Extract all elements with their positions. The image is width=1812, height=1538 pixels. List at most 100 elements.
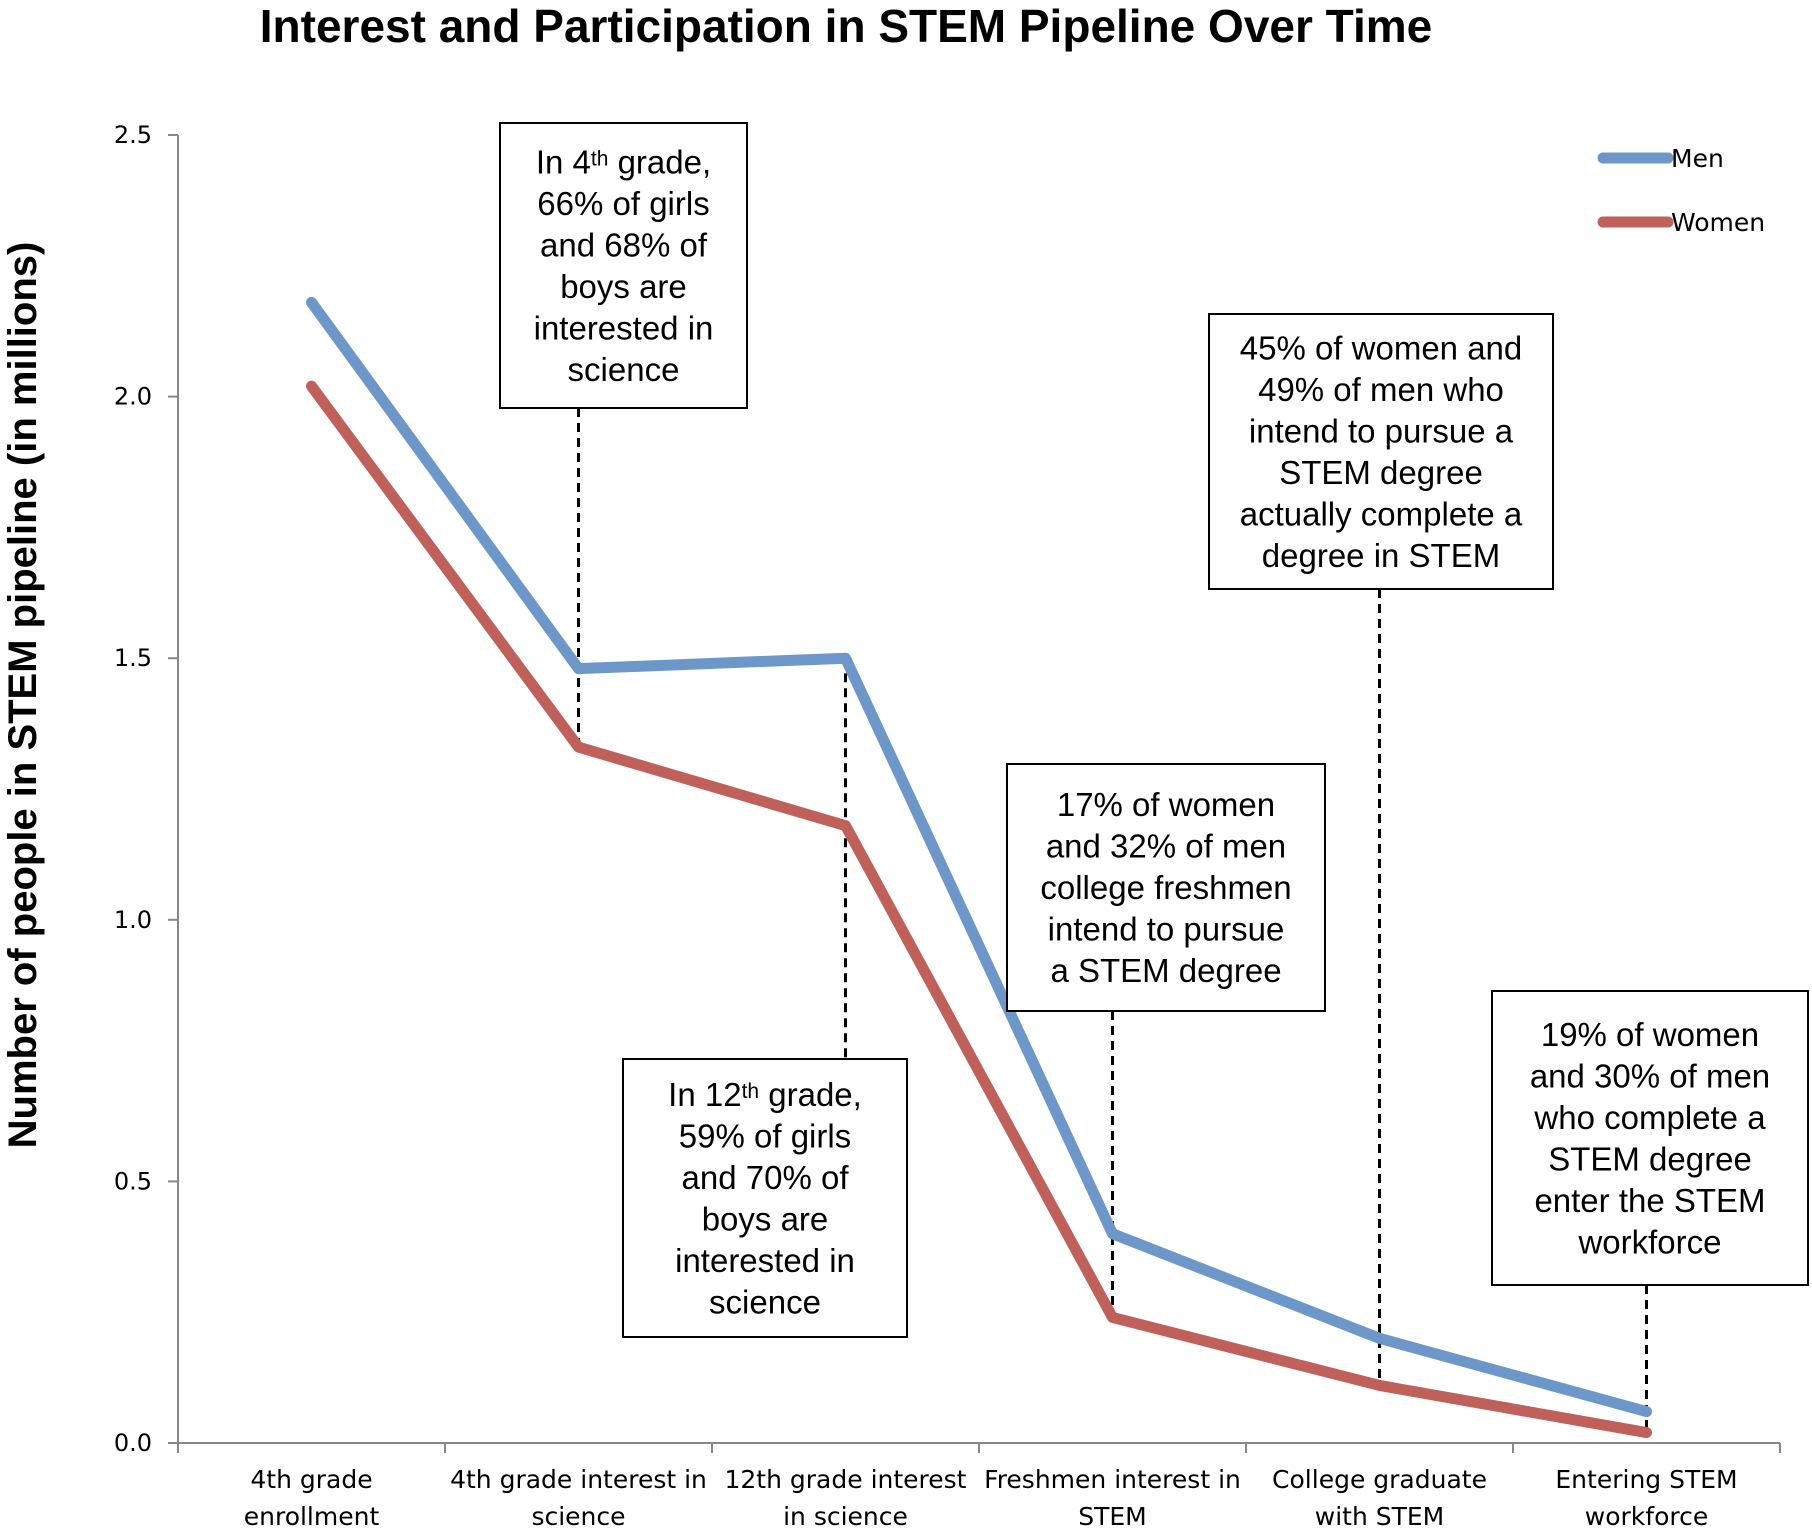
annotation-box: 19% of women and 30% of men who complete a…: [1491, 990, 1809, 1286]
annotation-text: interested in: [675, 1242, 855, 1279]
annotation-line: a STEM degree: [1050, 952, 1281, 989]
annotation-text: 19% of women: [1541, 1016, 1759, 1053]
annotation-text: 17% of women: [1057, 786, 1275, 823]
annotation-frame: [1006, 763, 1326, 1012]
x-tick-label-line: 12th grade interest: [725, 1465, 967, 1494]
annotation-text: interested in: [534, 309, 714, 346]
x-tick-label-line: Entering STEM: [1555, 1465, 1737, 1494]
annotation-text: 45% of women and: [1240, 329, 1523, 366]
y-tick-label: 2.5: [114, 121, 152, 149]
annotation-text: 59% of girls: [679, 1117, 851, 1154]
annotation-box: In 4th grade, 66% of girls and 68% of boys …: [499, 122, 748, 409]
x-tick-label-line: STEM: [1078, 1502, 1147, 1531]
annotation-text: boys are: [560, 268, 687, 305]
annotation-text: and 32% of men: [1046, 828, 1286, 865]
annotation-text: degree in STEM: [1262, 537, 1500, 574]
annotation-text: 66% of girls: [537, 185, 709, 222]
superscript: th: [591, 147, 609, 170]
y-tick-label: 1.0: [114, 906, 152, 934]
data-point-men: [1112, 1233, 1113, 1235]
y-tick-label: 2.0: [114, 383, 152, 411]
annotation-text: 49% of men who: [1258, 371, 1504, 408]
annotation-text: a STEM degree: [1050, 952, 1281, 989]
annotation-line: intend to pursue a: [1249, 412, 1514, 449]
x-tick-label: 12th grade interest in science: [725, 1465, 967, 1531]
annotation-text: science: [709, 1283, 821, 1320]
annotation-frame: [1491, 990, 1809, 1286]
x-tick-label-line: Freshmen interest in: [984, 1465, 1241, 1494]
x-tick-label-line: science: [531, 1502, 625, 1531]
annotation-box: 45% of women and 49% of men who intend to …: [1208, 313, 1554, 590]
y-axis-label: Number of people in STEM pipeline (in mi…: [1, 242, 45, 1149]
annotation-line: boys are: [702, 1200, 829, 1237]
annotation-text: science: [568, 351, 680, 388]
legend: Men Women: [1597, 144, 1765, 237]
annotation-line: boys are: [560, 268, 687, 305]
annotation-line: workforce: [1577, 1223, 1721, 1260]
x-tick-label-line: enrollment: [244, 1502, 380, 1531]
data-point-women: [311, 385, 312, 387]
annotation-text: and 30% of men: [1530, 1057, 1770, 1094]
annotation-line: and 68% of: [540, 226, 708, 263]
annotation-text: STEM degree: [1548, 1140, 1752, 1177]
annotation-line: science: [709, 1283, 821, 1320]
annotation-text: and 68% of: [540, 226, 708, 263]
x-tick-label-line: workforce: [1585, 1502, 1708, 1531]
annotation-text: actually complete a: [1240, 495, 1523, 532]
annotation-line: intend to pursue: [1048, 911, 1285, 948]
data-point-men: [578, 668, 579, 670]
annotation-line: 59% of girls: [679, 1117, 851, 1154]
data-point-men: [311, 301, 312, 303]
x-tick-label-line: with STEM: [1315, 1502, 1445, 1531]
data-point-women: [1379, 1384, 1380, 1386]
annotation-text: workforce: [1577, 1223, 1721, 1260]
annotation-text: who complete a: [1533, 1099, 1766, 1136]
annotation-line: In 12th grade,: [668, 1076, 862, 1113]
annotation-line: 49% of men who: [1258, 371, 1504, 408]
annotation-line: who complete a: [1533, 1099, 1766, 1136]
annotation-line: STEM degree: [1548, 1140, 1752, 1177]
y-tick-label: 0.5: [114, 1167, 152, 1195]
x-tick-label-line: 4th grade: [250, 1465, 372, 1494]
data-point-women: [845, 825, 846, 827]
annotation-line: interested in: [675, 1242, 855, 1279]
legend-label-women: Women: [1671, 208, 1765, 237]
annotation-frame: [622, 1058, 908, 1338]
annotation-text: STEM degree: [1279, 454, 1483, 491]
x-tick-label: Entering STEM workforce: [1555, 1465, 1737, 1531]
annotation-line: 17% of women: [1057, 786, 1275, 823]
y-tick-label: 0.0: [114, 1429, 152, 1457]
annotation-line: interested in: [534, 309, 714, 346]
annotation-text: intend to pursue: [1048, 911, 1285, 948]
annotation-text: In 4: [536, 143, 591, 180]
chart-title: Interest and Participation in STEM Pipel…: [260, 0, 1432, 52]
data-point-women: [578, 746, 579, 748]
annotation-line: college freshmen: [1040, 869, 1291, 906]
x-tick-label-line: 4th grade interest in: [450, 1465, 707, 1494]
data-point-men: [845, 657, 846, 659]
annotation-line: enter the STEM: [1534, 1182, 1765, 1219]
x-tick-label: College graduate with STEM: [1272, 1465, 1487, 1531]
annotation-box: In 12th grade, 59% of girls and 70% of boys…: [622, 1058, 908, 1338]
annotation-text: intend to pursue a: [1249, 412, 1514, 449]
data-point-women: [1646, 1432, 1647, 1434]
series-line-women: [306, 380, 1652, 1439]
annotation-text: enter the STEM: [1534, 1182, 1765, 1219]
annotation-line: 66% of girls: [537, 185, 709, 222]
annotation-line: 45% of women and: [1240, 329, 1523, 366]
annotation-line: In 4th grade,: [536, 143, 711, 180]
legend-label-men: Men: [1671, 144, 1724, 173]
data-point-men: [1379, 1337, 1380, 1339]
annotation-text: grade,: [759, 1076, 862, 1113]
annotation-line: and 30% of men: [1530, 1057, 1770, 1094]
annotation-line: and 32% of men: [1046, 828, 1286, 865]
annotation-frame: [1208, 313, 1554, 590]
annotation-text: boys are: [702, 1200, 829, 1237]
annotation-line: actually complete a: [1240, 495, 1523, 532]
superscript: th: [742, 1080, 760, 1103]
x-tick-label-line: in science: [783, 1502, 908, 1531]
annotation-text: and 70% of: [682, 1159, 850, 1196]
x-tick-label: 4th grade interest in science: [450, 1465, 707, 1531]
